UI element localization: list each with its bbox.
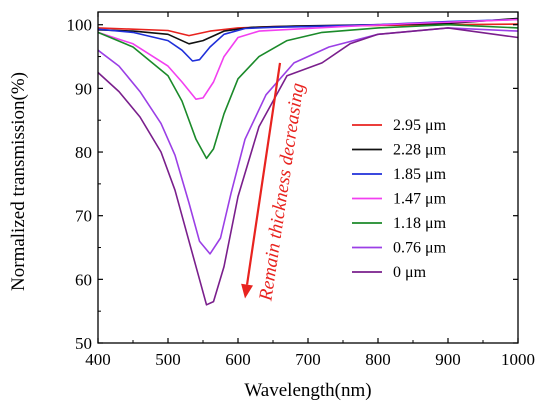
- annotation-text: Remain thickness decreasing: [255, 82, 308, 304]
- legend-label-5: 0.76 μm: [393, 240, 447, 257]
- x-tick-label-4: 800: [365, 350, 391, 369]
- y-tick-label-2: 70: [75, 207, 92, 226]
- annotation-arrow: [245, 62, 282, 285]
- x-tick-label-2: 600: [225, 350, 251, 369]
- series-line-6: [97, 27, 519, 306]
- y-tick-label-4: 90: [75, 79, 92, 98]
- x-tick-label-3: 700: [295, 350, 321, 369]
- y-axis-label: Normalized transmission(%): [8, 72, 29, 291]
- x-tick-label-5: 900: [435, 350, 461, 369]
- series-line-4: [97, 23, 519, 160]
- x-tick-label-0: 400: [85, 350, 111, 369]
- series-layer: [97, 17, 519, 306]
- annotation-arrowhead: [241, 283, 253, 299]
- y-tick-label-0: 50: [75, 334, 92, 353]
- x-tick-label-6: 1000: [501, 350, 535, 369]
- annotation: Remain thickness decreasing: [241, 62, 309, 304]
- series-line-5: [97, 27, 519, 255]
- series-line-0: [97, 23, 519, 37]
- legend-label-4: 1.18 μm: [393, 215, 447, 232]
- legend-label-6: 0 μm: [393, 264, 427, 281]
- ticks-layer: 400 500 600 700 800 900 1000 50 60 70 80 90 100: [67, 12, 535, 369]
- legend-label-3: 1.47 μm: [393, 191, 447, 208]
- legend-label-1: 2.28 μm: [393, 142, 447, 159]
- x-axis-label: Wavelength(nm): [244, 380, 371, 401]
- legend: 2.95 μm 2.28 μm 1.85 μm 1.47 μm 1.18 μm 0.76 …: [352, 117, 447, 281]
- series-line-3: [97, 18, 519, 100]
- x-tick-label-1: 500: [155, 350, 181, 369]
- legend-label-2: 1.85 μm: [393, 166, 447, 183]
- y-tick-label-5: 100: [67, 16, 93, 35]
- legend-label-0: 2.95 μm: [393, 117, 447, 134]
- y-tick-label-3: 80: [75, 143, 92, 162]
- y-tick-label-1: 60: [75, 270, 92, 289]
